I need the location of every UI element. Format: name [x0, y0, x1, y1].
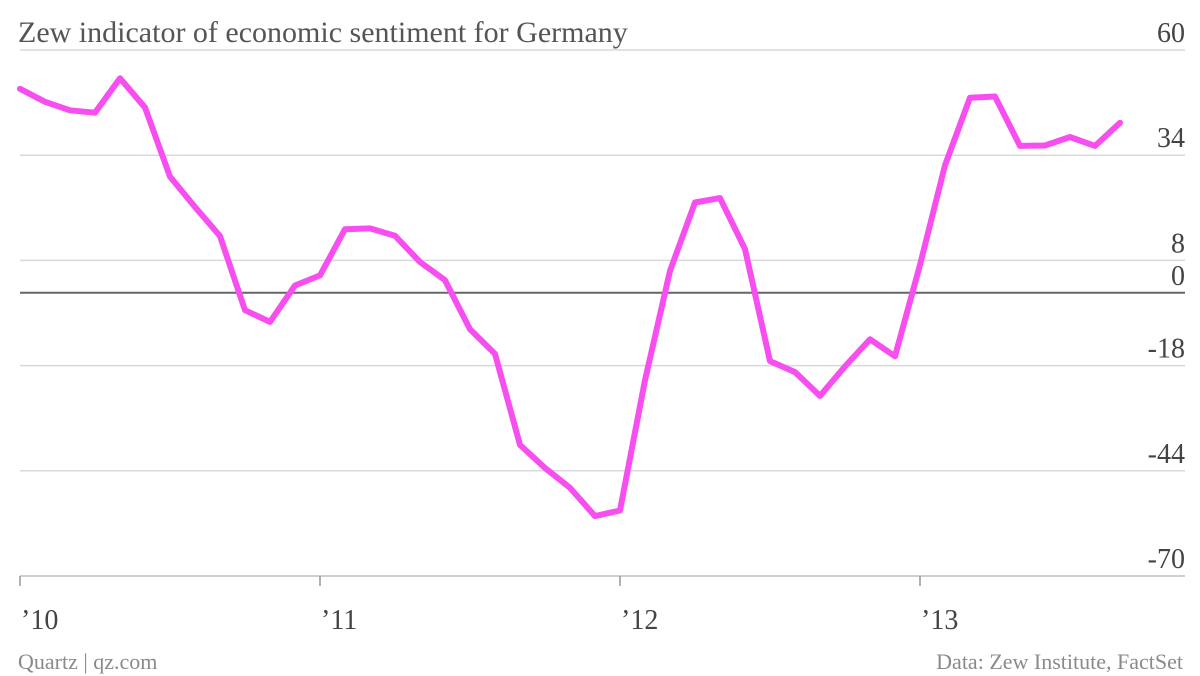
x-tick-label: ’13	[921, 605, 958, 636]
y-tick-label: 34	[1157, 123, 1185, 154]
y-tick-label: -18	[1148, 334, 1185, 365]
x-tick-label: ’10	[21, 605, 58, 636]
y-tick-label: 8	[1171, 228, 1185, 259]
footer-source-left: Quartz | qz.com	[18, 649, 157, 674]
y-tick-label: 0	[1171, 261, 1185, 292]
y-tick-label: -70	[1148, 544, 1185, 575]
x-tick-label: ’12	[621, 605, 658, 636]
footer-source-right: Data: Zew Institute, FactSet	[936, 649, 1183, 674]
y-axis-labels: 60 34 80 -18 -44 -70	[1148, 18, 1185, 575]
y-tick-label: -44	[1148, 439, 1185, 470]
y-tick-label: 60	[1157, 18, 1185, 49]
chart-title: Zew indicator of economic sentiment for …	[18, 16, 628, 49]
series-layer	[17, 75, 1123, 520]
series-line	[17, 75, 1123, 520]
x-tick-label: ’11	[321, 605, 357, 636]
grid-layer	[20, 49, 1185, 577]
x-axis: ’10 ’11 ’12 ’13	[19, 576, 958, 636]
